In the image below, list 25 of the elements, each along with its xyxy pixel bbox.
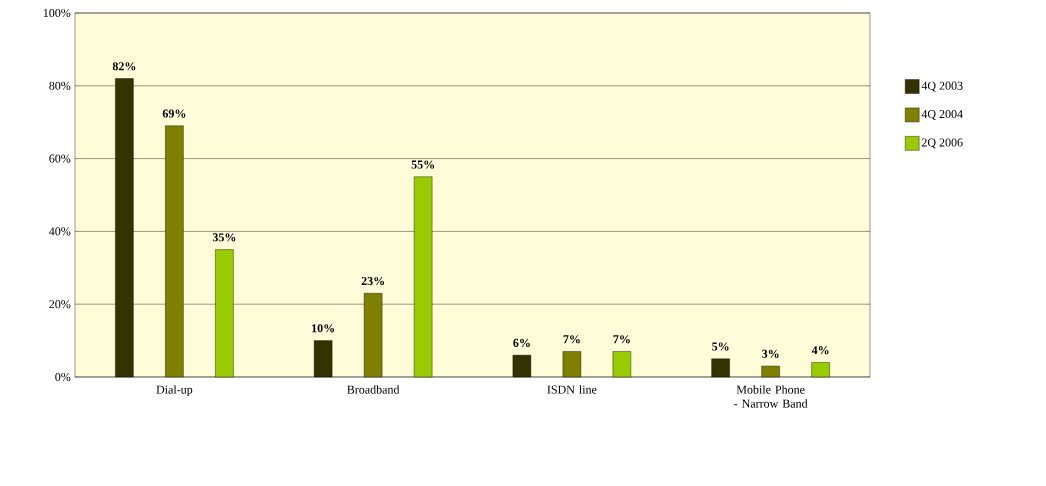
- data-label: 6%: [513, 338, 530, 347]
- data-label: 35%: [212, 233, 236, 242]
- data-label: 55%: [411, 160, 434, 169]
- data-label: 4%: [811, 346, 829, 355]
- x-tick-label: Dial-up: [156, 385, 193, 397]
- y-tick-label: 20%: [49, 300, 71, 309]
- legend-label: 2Q 2006: [921, 138, 963, 149]
- y-tick-label: 80%: [49, 81, 71, 90]
- data-label: 10%: [312, 324, 334, 333]
- data-label: 7%: [613, 335, 630, 344]
- data-label: 23%: [361, 276, 384, 286]
- data-label: 7%: [563, 335, 580, 344]
- legend-label: 4Q 2004: [921, 110, 963, 120]
- y-tick-label: 100%: [43, 8, 71, 18]
- legend-label: 4Q 2003: [921, 81, 963, 92]
- y-tick-label: 60%: [49, 154, 71, 163]
- data-label: 69%: [162, 109, 186, 118]
- y-tick-label: 0%: [55, 372, 71, 382]
- y-tick-label: 40%: [49, 227, 71, 236]
- data-label: 5%: [712, 342, 729, 351]
- data-label: 82%: [112, 62, 136, 71]
- data-label: 3%: [762, 349, 779, 358]
- x-tick-label: Mobile Phone - Narrow Band: [734, 385, 808, 408]
- x-tick-label: ISDN line: [547, 385, 597, 394]
- x-tick-label: Broadband: [347, 385, 400, 394]
